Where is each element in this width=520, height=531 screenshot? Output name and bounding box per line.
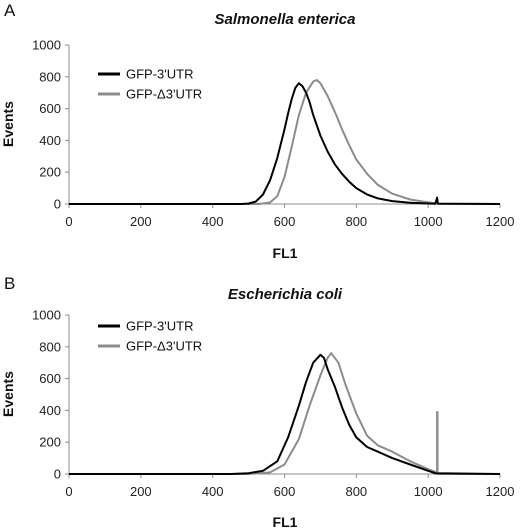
panel-letter: B <box>4 274 15 293</box>
x-tick-label: 400 <box>202 214 224 229</box>
chart-panel-a: A Salmonella enterica 0 200 400 600 800 1000 0… <box>0 1 514 261</box>
x-axis-label: FL1 <box>273 514 298 530</box>
x-tick-label: 200 <box>130 214 152 229</box>
legend-label: GFP-3'UTR <box>126 67 193 82</box>
legend-label: GFP-3'UTR <box>126 319 193 334</box>
y-tick-label: 0 <box>54 467 61 482</box>
x-tick-label: 1200 <box>486 484 515 499</box>
y-tick-label: 200 <box>39 165 61 180</box>
series-line-1 <box>69 79 501 205</box>
series-line-0 <box>69 82 501 205</box>
x-tick-label: 800 <box>345 214 367 229</box>
y-tick-label: 800 <box>39 69 61 84</box>
x-axis-label: FL1 <box>273 245 298 261</box>
x-tick-label: 800 <box>345 484 367 499</box>
y-tick-label: 600 <box>39 371 61 386</box>
y-tick-label: 0 <box>54 197 61 212</box>
y-tick-label: 200 <box>39 435 61 450</box>
x-tick-label: 600 <box>274 214 296 229</box>
y-tick-label: 400 <box>39 133 61 148</box>
y-axis-label: Events <box>0 101 16 147</box>
x-tick-label: 1200 <box>486 214 515 229</box>
y-axis-label: Events <box>0 371 16 417</box>
series-line-0 <box>69 353 501 475</box>
y-tick-label: 800 <box>39 339 61 354</box>
legend-label: GFP-Δ3'UTR <box>126 87 202 102</box>
chart-panel-b: B Escherichia coli 0 200 400 600 800 1000 0 200… <box>0 274 514 530</box>
x-tick-label: 200 <box>130 484 152 499</box>
series-line-1 <box>69 352 500 475</box>
legend-label: GFP-Δ3'UTR <box>126 339 202 354</box>
x-tick-label: 600 <box>274 484 296 499</box>
x-tick-label: 400 <box>202 484 224 499</box>
y-tick-label: 400 <box>39 403 61 418</box>
y-tick-label: 1000 <box>32 38 61 53</box>
x-tick-label: 0 <box>65 484 72 499</box>
panel-letter: A <box>4 1 16 20</box>
chart-title: Salmonella enterica <box>215 11 356 28</box>
y-tick-label: 600 <box>39 101 61 116</box>
chart-title: Escherichia coli <box>228 286 343 303</box>
x-tick-label: 1000 <box>414 214 443 229</box>
y-tick-label: 1000 <box>32 308 61 323</box>
x-tick-label: 1000 <box>414 484 443 499</box>
x-tick-label: 0 <box>65 214 72 229</box>
